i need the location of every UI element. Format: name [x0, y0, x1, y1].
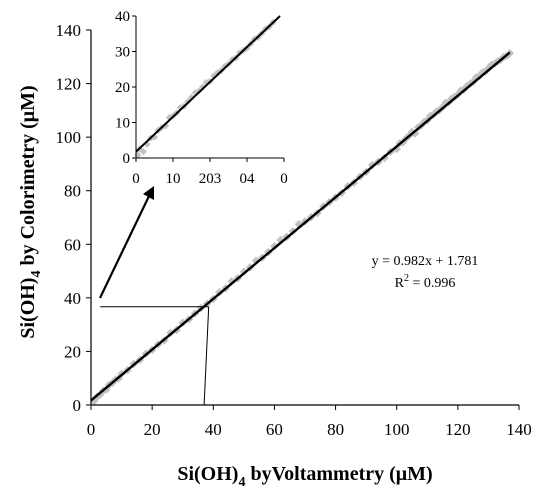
y-tick-label: 100 — [56, 128, 82, 147]
inset-x-tick-label: 203 — [199, 171, 222, 187]
inset-background — [137, 16, 285, 158]
zoom-guide-vertical — [203, 306, 210, 406]
inset-data-point — [199, 83, 207, 91]
inset-axes — [132, 15, 285, 162]
x-tick-label: 20 — [144, 420, 161, 439]
x-tick-label: 0 — [87, 420, 96, 439]
x-tick-label: 140 — [506, 420, 532, 439]
inset-data-point — [195, 87, 203, 95]
inset-data-point — [139, 148, 147, 156]
inset-data-point — [162, 122, 170, 130]
y-tick-label: 140 — [56, 21, 82, 40]
fit-equation: y = 0.982x + 1.781 — [372, 254, 479, 269]
x-tick-label: 60 — [266, 420, 283, 439]
inset-y-tick-label: 10 — [115, 116, 130, 132]
y-tick-label: 80 — [64, 182, 81, 201]
main-axes — [86, 29, 520, 410]
data-point — [227, 277, 236, 286]
x-tick-label: 40 — [205, 420, 222, 439]
y-axis-title-rest: by Colorimetry (μM) — [17, 85, 39, 270]
inset-x-tick-label: 0 — [280, 171, 288, 187]
inset-x-tick-label: 04 — [240, 171, 256, 187]
zoom-arrow-head — [143, 186, 154, 200]
inset-x-tick-label: 0 — [132, 171, 140, 187]
inset-trendline — [135, 15, 281, 153]
data-point — [410, 129, 420, 138]
y-axis-title-subscript: 4 — [29, 271, 44, 278]
y-axis-title: Si(OH)4 by Colorimetry (μM) — [17, 85, 44, 338]
y-axis-title-main: Si(OH) — [17, 278, 39, 339]
inset-y-tick-label: 30 — [115, 45, 130, 61]
y-tick-label: 120 — [56, 75, 82, 94]
x-axis-title: Si(OH)4 byVoltammetry (μM) — [177, 463, 432, 488]
r-squared-value: = 0.996 — [409, 276, 455, 291]
x-tick-label: 80 — [327, 420, 344, 439]
y-tick-label: 60 — [64, 235, 81, 254]
x-axis-title-main: Si(OH) — [177, 463, 238, 485]
zoom-arrow-shaft — [99, 193, 151, 299]
x-tick-label: 120 — [445, 420, 471, 439]
inset-data-points — [134, 15, 285, 159]
x-axis-title-rest: byVoltammetry (μM) — [245, 463, 432, 485]
main-data-points — [89, 49, 515, 406]
inset-y-tick-label: 20 — [115, 80, 130, 96]
r-squared-symbol: R — [395, 276, 405, 291]
x-tick-label: 100 — [384, 420, 410, 439]
inset-y-tick-label: 0 — [123, 151, 131, 167]
r-squared: R2 = 0.996 — [395, 273, 456, 291]
y-tick-label: 20 — [64, 342, 81, 361]
y-tick-label: 40 — [64, 289, 81, 308]
y-tick-label: 0 — [73, 396, 82, 415]
guide-lines — [99, 186, 210, 406]
inset-x-tick-label: 10 — [166, 171, 181, 187]
inset-y-tick-label: 40 — [115, 9, 130, 25]
x-axis-title-subscript: 4 — [238, 475, 245, 488]
trendline — [90, 51, 511, 402]
r-squared-exponent: 2 — [404, 273, 409, 284]
